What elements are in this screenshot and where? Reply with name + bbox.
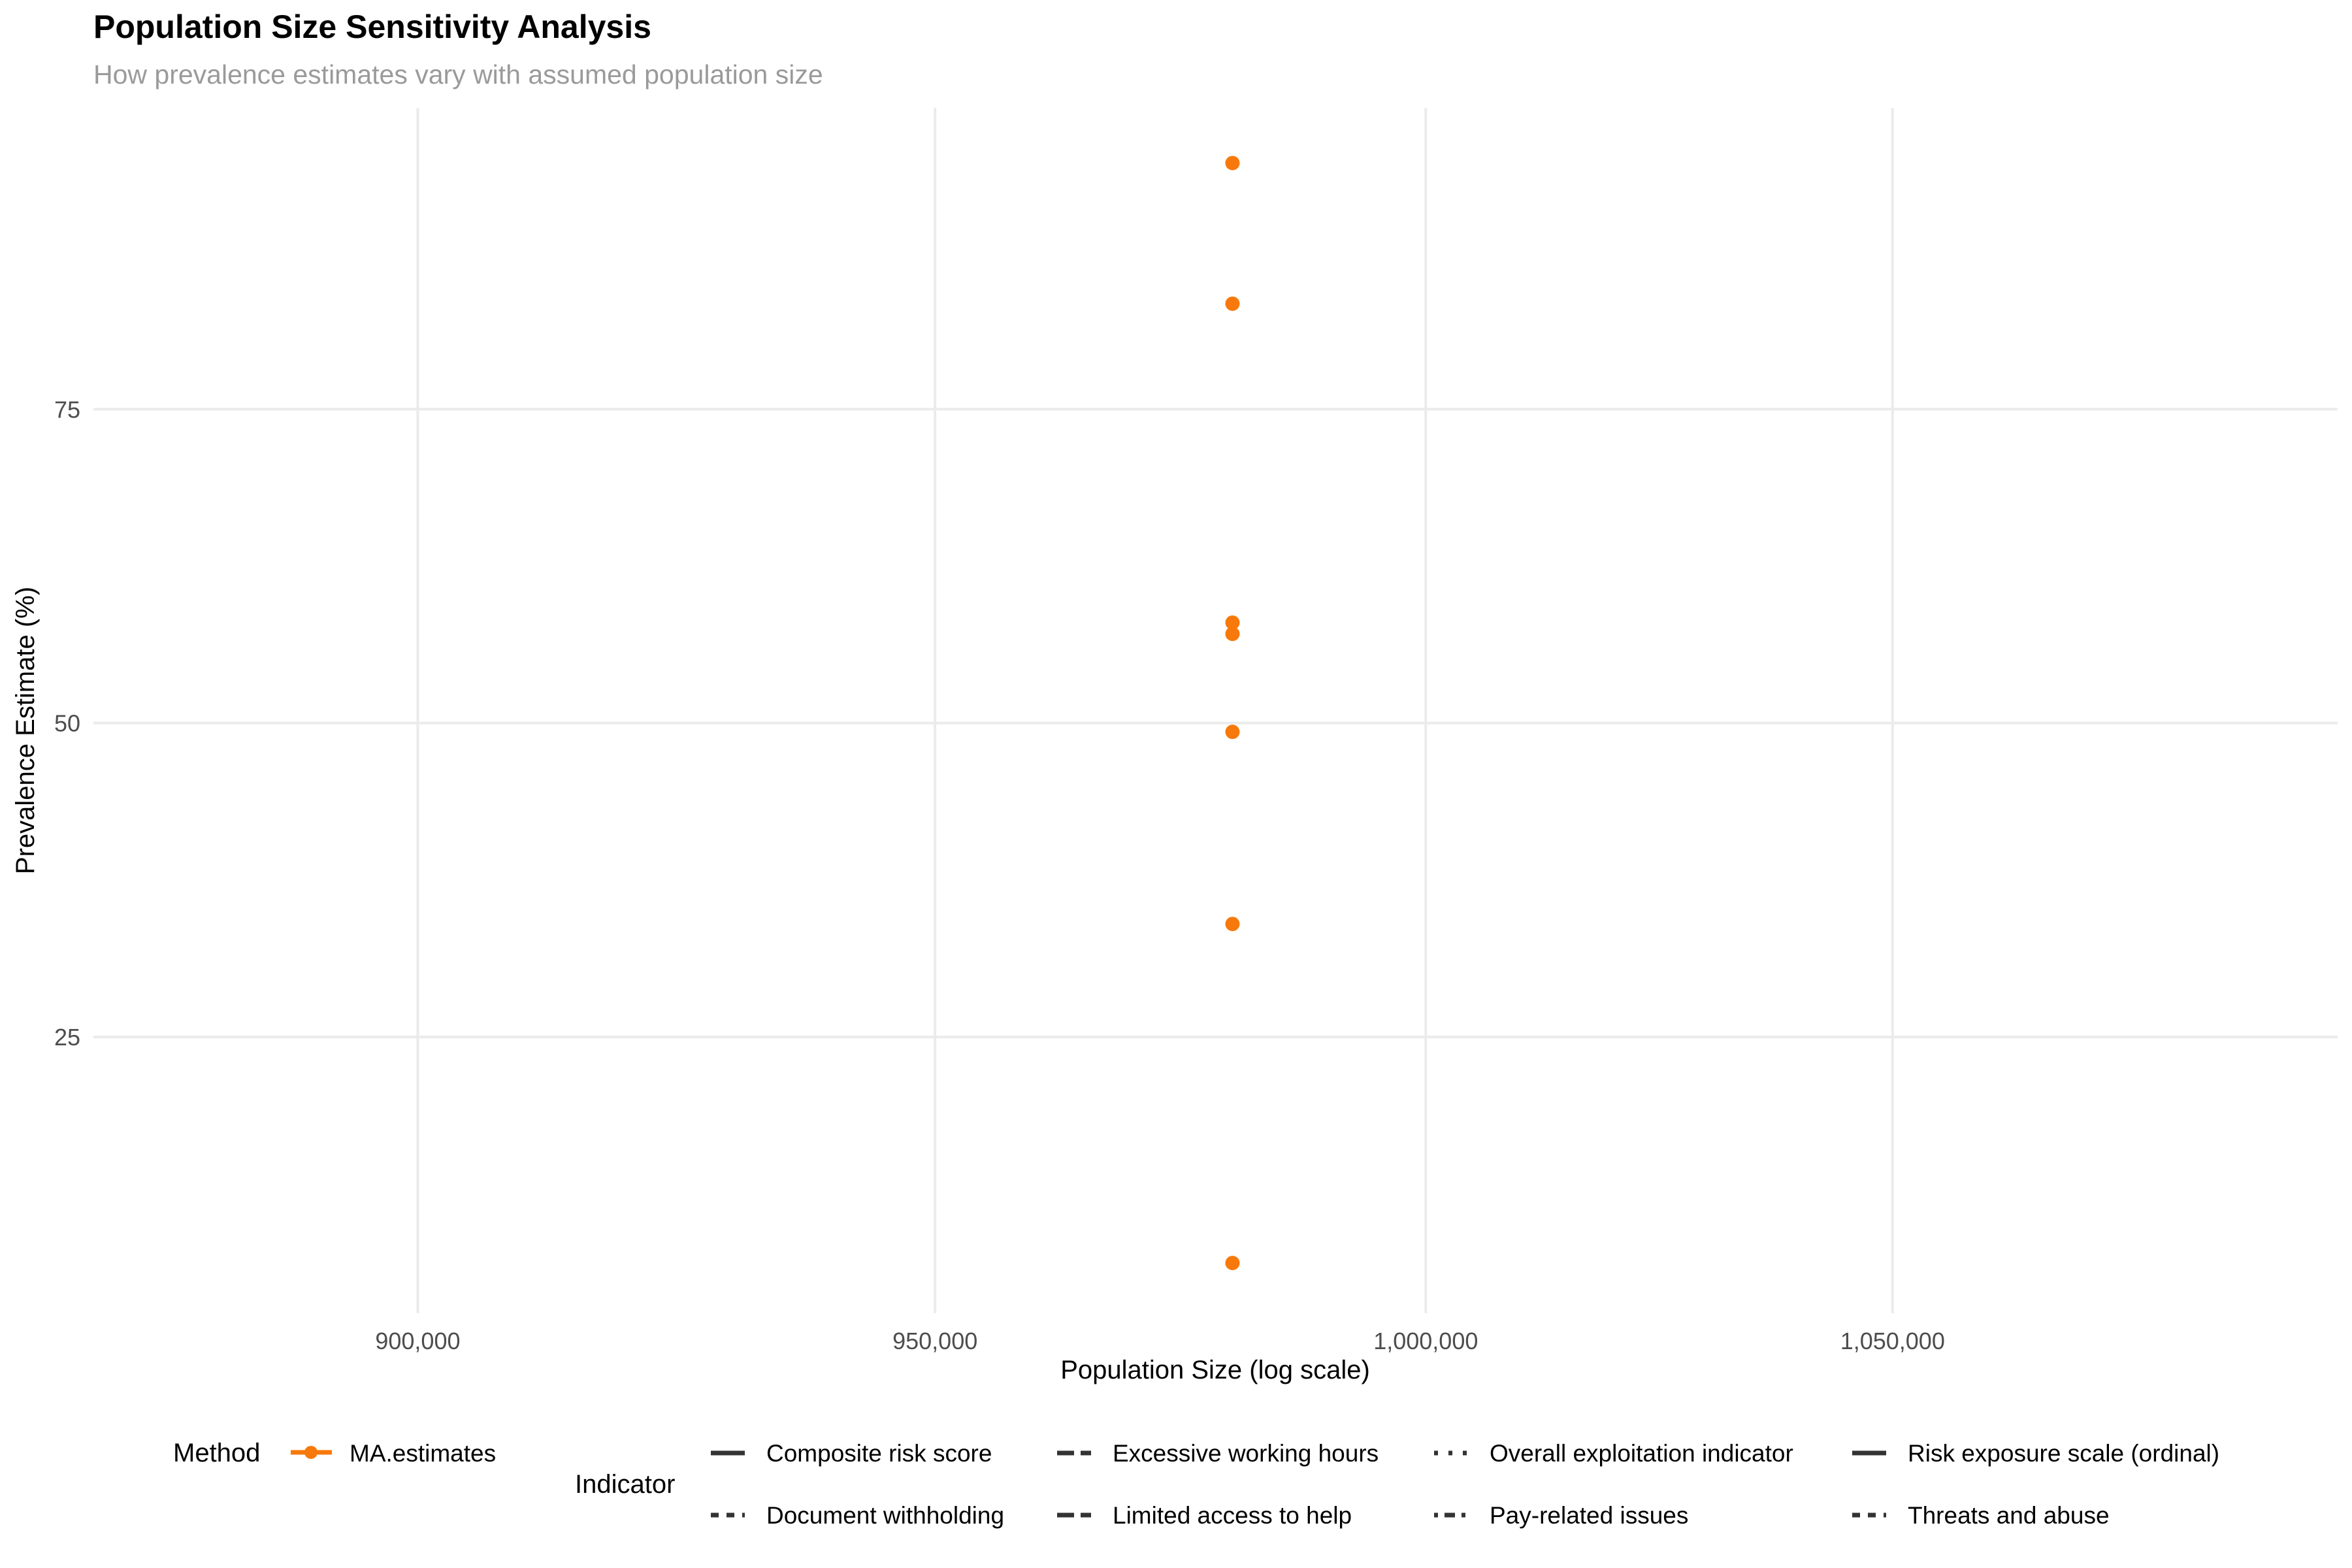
y-axis-ticks: 25 50 75 xyxy=(54,396,80,1051)
data-point xyxy=(1225,627,1240,642)
x-axis-ticks: 900,000 950,000 1,000,000 1,050,000 xyxy=(375,1328,1944,1354)
x-tick-label: 1,050,000 xyxy=(1840,1328,1945,1354)
plot-area xyxy=(93,108,2338,1313)
y-tick-label: 50 xyxy=(54,710,80,737)
legend-indicator-label: Threats and abuse xyxy=(1908,1502,2110,1529)
data-point xyxy=(1225,155,1240,171)
legend-indicator-items: Composite risk score Excessive working ho… xyxy=(711,1440,2219,1529)
data-point xyxy=(1225,296,1240,311)
data-point xyxy=(1225,917,1240,932)
legend-indicator-label: Composite risk score xyxy=(766,1440,992,1467)
y-axis-title: Prevalence Estimate (%) xyxy=(11,587,40,874)
legend-method-title: Method xyxy=(173,1439,260,1467)
legend-indicator-label: Excessive working hours xyxy=(1113,1440,1379,1467)
y-tick-label: 25 xyxy=(54,1024,80,1051)
legend-method-label: MA.estimates xyxy=(350,1440,496,1467)
data-point xyxy=(1225,1256,1240,1271)
legend-indicator-label: Limited access to help xyxy=(1113,1502,1352,1529)
legend-indicator-label: Pay-related issues xyxy=(1490,1502,1688,1529)
chart-subtitle: How prevalence estimates vary with assum… xyxy=(93,59,823,90)
x-tick-label: 900,000 xyxy=(375,1328,460,1354)
legend-indicator-label: Overall exploitation indicator xyxy=(1490,1440,1793,1467)
x-tick-label: 950,000 xyxy=(892,1328,977,1354)
x-axis-title: Population Size (log scale) xyxy=(1060,1356,1370,1384)
y-tick-label: 75 xyxy=(54,396,80,423)
legend-indicator-label: Document withholding xyxy=(766,1502,1004,1529)
grid-lines xyxy=(93,108,2338,1313)
legend-indicator-label: Risk exposure scale (ordinal) xyxy=(1908,1440,2219,1467)
legend: Method MA.estimates Indicator Composite … xyxy=(173,1439,2219,1529)
data-point xyxy=(1225,615,1240,630)
legend-indicator-title: Indicator xyxy=(575,1470,675,1499)
chart-title: Population Size Sensitivity Analysis xyxy=(93,8,651,45)
data-point xyxy=(1225,725,1240,740)
x-tick-label: 1,000,000 xyxy=(1373,1328,1478,1354)
legend-method-dot xyxy=(304,1446,318,1459)
data-points xyxy=(1225,155,1240,1271)
